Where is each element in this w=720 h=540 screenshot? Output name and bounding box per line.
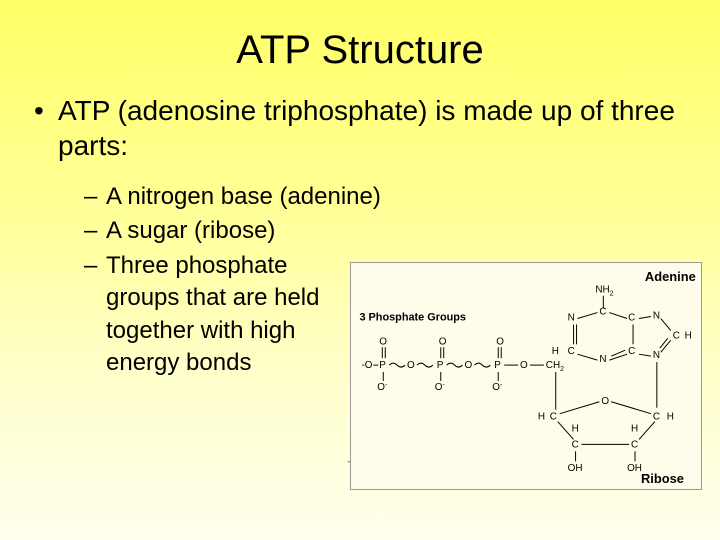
svg-text:OH: OH xyxy=(627,463,642,474)
svg-text:P: P xyxy=(494,360,501,371)
svg-text:H: H xyxy=(572,424,579,435)
main-bullet: ATP (adenosine triphosphate) is made up … xyxy=(30,93,690,163)
svg-text:O: O xyxy=(465,360,473,371)
svg-text:O: O xyxy=(439,336,447,347)
svg-text:O: O xyxy=(407,360,415,371)
svg-text:H: H xyxy=(538,412,545,423)
svg-text:C: C xyxy=(631,439,638,450)
atp-structure-diagram: Adenine 3 Phosphate Groups Ribose NH2 N … xyxy=(350,262,702,490)
sub-bullet-2: A sugar (ribose) xyxy=(84,215,690,247)
svg-text:C: C xyxy=(568,346,575,357)
svg-text:C: C xyxy=(550,412,557,423)
svg-text:C: C xyxy=(673,330,680,341)
svg-text:N: N xyxy=(653,311,660,322)
adenine-group: NH2 N C C C N C H N C H N xyxy=(552,285,692,408)
svg-text:N: N xyxy=(653,350,660,361)
svg-text:O-: O- xyxy=(492,382,502,393)
svg-text:P: P xyxy=(437,360,444,371)
atp-diagram-svg: Adenine 3 Phosphate Groups Ribose NH2 N … xyxy=(351,263,701,489)
svg-text:C: C xyxy=(628,312,635,323)
svg-text:CH2: CH2 xyxy=(546,360,564,373)
ribose-label: Ribose xyxy=(641,471,684,486)
svg-text:O: O xyxy=(601,396,609,407)
svg-text:N: N xyxy=(599,354,606,365)
svg-text:H: H xyxy=(685,330,692,341)
phosphate-label: 3 Phosphate Groups xyxy=(359,311,466,323)
svg-text:-O: -O xyxy=(361,360,372,371)
svg-text:N: N xyxy=(568,312,575,323)
adenine-label: Adenine xyxy=(645,269,696,284)
svg-text:H: H xyxy=(552,346,559,357)
svg-text:O: O xyxy=(496,336,504,347)
svg-text:H: H xyxy=(631,424,638,435)
phosphate-group: O -O P O- O O P O- O O P O- xyxy=(361,336,543,393)
svg-text:C: C xyxy=(599,307,606,318)
svg-text:C: C xyxy=(653,412,660,423)
svg-text:NH2: NH2 xyxy=(595,285,613,298)
svg-text:P: P xyxy=(379,360,386,371)
svg-text:C: C xyxy=(628,346,635,357)
ribose-group: CH2 C C O C C H H H H OH OH xyxy=(538,360,674,474)
svg-text:O: O xyxy=(520,360,528,371)
sub-bullet-1: A nitrogen base (adenine) xyxy=(84,181,690,213)
svg-text:O-: O- xyxy=(435,382,445,393)
svg-text:C: C xyxy=(572,439,579,450)
svg-text:H: H xyxy=(667,412,674,423)
sub-bullet-3: Three phosphate groups that are held tog… xyxy=(84,250,364,380)
svg-text:O-: O- xyxy=(377,382,387,393)
svg-text:O: O xyxy=(379,336,387,347)
svg-text:OH: OH xyxy=(568,463,583,474)
slide-title: ATP Structure xyxy=(0,0,720,93)
